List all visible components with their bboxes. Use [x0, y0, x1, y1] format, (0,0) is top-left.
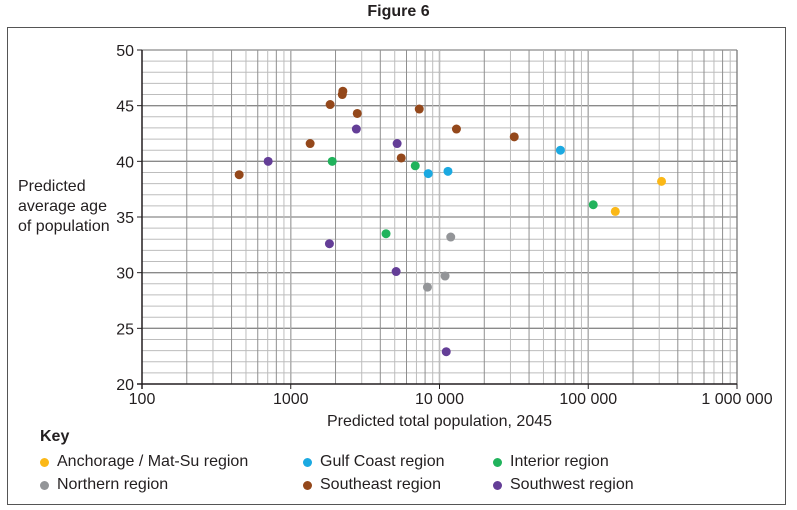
- figure-title: Figure 6: [367, 3, 430, 20]
- legend-marker-icon: [40, 480, 49, 490]
- legend-item: Gulf Coast region: [303, 453, 445, 471]
- legend-marker-icon: [493, 480, 502, 490]
- data-point-southwest-region: [392, 139, 402, 149]
- y-tick-label: 30: [116, 266, 134, 283]
- data-point-southeast-region: [414, 104, 424, 114]
- x-tick-label: 1000: [273, 391, 309, 408]
- data-point-interior-region: [381, 229, 391, 239]
- y-tick-label: 25: [116, 321, 134, 338]
- data-point-interior-region: [588, 200, 598, 210]
- data-point-northern-region: [422, 282, 432, 292]
- legend-label: Gulf Coast region: [320, 453, 445, 470]
- legend-label: Interior region: [510, 453, 609, 470]
- data-point-southwest-region: [263, 156, 273, 166]
- legend-label: Anchorage / Mat-Su region: [57, 453, 249, 470]
- legend-marker-icon: [303, 457, 312, 467]
- data-point-interior-region: [410, 161, 420, 171]
- data-point-anchorage-mat-su-region: [610, 206, 620, 216]
- data-point-southwest-region: [441, 347, 451, 357]
- data-point-southeast-region: [325, 100, 335, 110]
- legend-marker-icon: [303, 480, 312, 490]
- legend-marker-icon: [493, 457, 502, 467]
- data-point-southeast-region: [509, 132, 519, 142]
- y-tick-label: 20: [116, 377, 134, 394]
- legend-label: Northern region: [57, 476, 169, 493]
- legend-label: Southeast region: [320, 476, 441, 493]
- data-point-anchorage-mat-su-region: [657, 176, 667, 186]
- data-point-southeast-region: [305, 139, 315, 149]
- x-tick-label: 10 000: [415, 391, 464, 408]
- data-point-interior-region: [327, 156, 337, 166]
- data-point-gulf-coast-region: [555, 145, 565, 155]
- legend-label: Southwest region: [510, 476, 634, 493]
- figure-frame: [7, 27, 786, 505]
- data-point-southwest-region: [351, 124, 361, 134]
- legend-title: Key: [40, 428, 70, 445]
- legend-marker-icon: [40, 457, 49, 467]
- legend-item: Southeast region: [303, 476, 441, 494]
- x-tick-label: 1 000 000: [701, 391, 772, 408]
- legend-item: Southwest region: [493, 476, 634, 494]
- legend-item: Anchorage / Mat-Su region: [40, 453, 248, 471]
- y-tick-label: 45: [116, 99, 134, 116]
- data-point-southeast-region: [451, 124, 461, 134]
- data-point-southeast-region: [396, 153, 406, 163]
- y-tick-label: 50: [116, 43, 134, 60]
- data-point-southeast-region: [352, 108, 362, 118]
- x-tick-label: 100 000: [559, 391, 617, 408]
- x-tick-label: 100: [129, 391, 156, 408]
- data-point-northern-region: [440, 271, 450, 281]
- y-tick-label: 35: [116, 210, 134, 227]
- data-point-northern-region: [446, 232, 456, 242]
- data-point-southeast-region: [234, 170, 244, 180]
- data-point-gulf-coast-region: [423, 169, 433, 179]
- y-tick-label: 40: [116, 154, 134, 171]
- legend-item: Northern region: [40, 476, 168, 494]
- data-point-southeast-region: [338, 86, 348, 96]
- y-axis-label: Predicted average age of population: [18, 178, 110, 235]
- data-point-southwest-region: [324, 239, 334, 249]
- data-point-gulf-coast-region: [443, 166, 453, 176]
- legend-item: Interior region: [493, 453, 609, 471]
- data-point-southwest-region: [391, 267, 401, 277]
- x-axis-label: Predicted total population, 2045: [326, 413, 553, 430]
